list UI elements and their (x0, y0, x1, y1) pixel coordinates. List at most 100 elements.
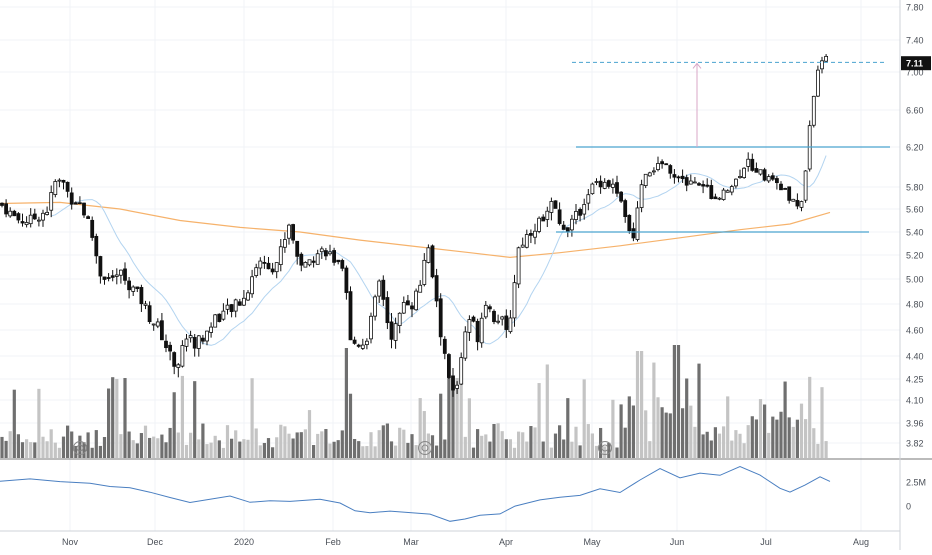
volume-bar (180, 375, 184, 458)
candle-body (508, 317, 513, 333)
volume-bar (344, 348, 348, 458)
candle-body (246, 292, 250, 301)
candle-body (684, 177, 689, 186)
candle-body (533, 230, 537, 238)
candle-body (155, 321, 160, 327)
volume-bar (566, 398, 570, 458)
volume-bar (763, 404, 767, 458)
volume-bar (578, 445, 582, 458)
volume-bar (640, 351, 644, 458)
price-tick-label: 5.80 (906, 183, 924, 193)
event-markers (73, 441, 612, 455)
candle-body (319, 248, 324, 253)
candle-body (405, 300, 410, 306)
volume-bar (357, 441, 361, 458)
candle-body (307, 259, 312, 266)
volume-bar (4, 440, 8, 458)
time-tick-label: Nov (62, 537, 79, 547)
candle-body (78, 202, 82, 205)
candle-body (205, 330, 209, 342)
volume-bar (488, 441, 492, 458)
volume-bar (430, 435, 435, 458)
volume-bar (160, 434, 164, 458)
volume-bar (771, 416, 775, 458)
volume-bar (107, 388, 111, 458)
volume-bar (246, 439, 250, 458)
indicator-tick-label: 0 (906, 502, 911, 512)
candle-body (463, 331, 468, 359)
volume-bar (176, 432, 180, 458)
volume-bar (25, 439, 29, 458)
volume-bar (123, 378, 127, 458)
candle-body (295, 240, 300, 257)
volume-bar (476, 429, 480, 458)
candle-body (196, 335, 201, 349)
volume-bar (525, 441, 529, 458)
candle-body (303, 262, 308, 268)
volume-bar (562, 439, 566, 458)
price-tick-label: 3.96 (906, 419, 924, 429)
candle-body (344, 267, 349, 293)
volume-bar (816, 443, 820, 458)
candle-body (627, 214, 632, 232)
candle-body (102, 276, 107, 280)
volume-bar (90, 447, 94, 458)
volume-bar (168, 427, 172, 458)
time-tick-label: Feb (325, 537, 341, 547)
candle-body (660, 161, 664, 165)
volume-bar (348, 393, 353, 458)
volume-bar (820, 387, 824, 458)
candle-body (143, 303, 148, 306)
candle-body (688, 180, 693, 185)
volume-bar (705, 431, 709, 458)
volume-bar (197, 439, 201, 458)
candle-body (606, 180, 611, 187)
time-tick-label: May (583, 537, 601, 547)
volume-bar (45, 441, 49, 458)
candle-body (184, 338, 189, 347)
candle-body (127, 280, 131, 291)
candle-body (570, 218, 574, 231)
candle-body (795, 199, 800, 207)
candle-body (701, 184, 705, 187)
candle-body (492, 310, 496, 323)
candle-body (12, 210, 17, 217)
volume-bar (33, 442, 37, 458)
volume-bar (467, 398, 471, 458)
volume-bar (156, 438, 160, 458)
candle-body (397, 312, 402, 326)
candle-body (250, 276, 255, 295)
volume-bar (205, 444, 209, 458)
candle-body (824, 55, 828, 62)
price-axis: 7.80 7.40 7.00 6.60 6.20 5.80 5.60 5.40 5.20 5.00… (901, 3, 931, 449)
time-tick-label: Jun (670, 537, 685, 547)
candle-body (356, 344, 361, 347)
volume-bar (324, 429, 328, 458)
volume-bar (549, 447, 553, 458)
volume-bar (767, 432, 771, 458)
volume-bar (512, 447, 517, 458)
candle-body (20, 221, 25, 224)
candle-body (200, 337, 205, 342)
candle-body (192, 337, 197, 349)
volume-bar (471, 447, 476, 458)
volume-bar (693, 426, 697, 458)
candle-body (643, 173, 648, 186)
candle-body (188, 335, 193, 339)
candle-body (516, 247, 521, 285)
candle-body (131, 286, 136, 292)
volume-bar (414, 445, 418, 458)
candle-body (65, 181, 70, 192)
indicator-axis: 2.5M 0 (906, 478, 926, 512)
volume-bar (353, 438, 357, 458)
candle-body (512, 282, 517, 319)
volume-bar (500, 431, 504, 458)
candle-body (656, 163, 660, 171)
candle-body (754, 168, 759, 173)
volume-bar (250, 378, 254, 458)
candle-body (422, 259, 427, 285)
volume-bar (611, 399, 615, 458)
time-tick-label: Apr (499, 537, 513, 547)
